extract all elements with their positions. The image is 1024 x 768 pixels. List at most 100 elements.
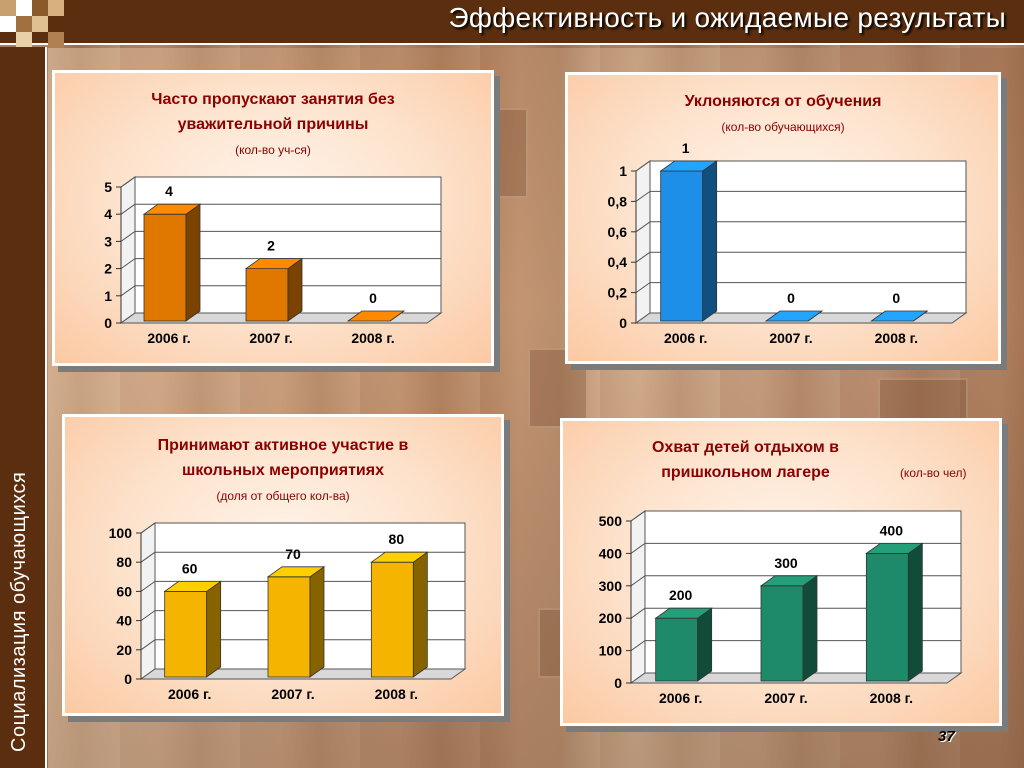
- bar-front: [655, 617, 699, 682]
- x-tick-label: 2007 г.: [769, 330, 812, 346]
- x-tick-label: 2008 г.: [351, 330, 394, 346]
- bar: [764, 310, 824, 322]
- y-tick-label: 1: [104, 288, 112, 304]
- plot-side-wall: [635, 160, 651, 324]
- bar-side: [206, 580, 222, 678]
- gridline: [120, 285, 136, 297]
- gridline: [120, 230, 136, 242]
- bar-front: [370, 561, 414, 678]
- x-tick-label: 2007 г.: [271, 686, 314, 702]
- y-tick-label: 0,2: [608, 285, 628, 301]
- bar-top: [244, 258, 304, 270]
- gridline: [630, 510, 646, 522]
- bar-top: [764, 310, 824, 322]
- bar-front: [245, 268, 289, 322]
- gridline: [120, 176, 136, 188]
- y-tick-label: 300: [599, 578, 623, 594]
- chart-title: Уклоняются от обучения (кол-во обучающих…: [684, 93, 882, 134]
- plot-side-wall: [140, 522, 156, 680]
- bar-top: [370, 551, 429, 563]
- bar-front: [143, 213, 187, 322]
- decorative-squares: [0, 0, 80, 48]
- gridline: [630, 542, 646, 554]
- gridline: [140, 610, 156, 622]
- gridline: [120, 258, 136, 270]
- bar-chart-camp: 0 100 200 300 400 500 200 2006 г. 300 2007 г. 400 2…: [599, 510, 963, 706]
- gridline: [635, 190, 651, 202]
- chart-title: Часто пропускают занятия без уважительно…: [151, 91, 395, 157]
- bar-front: [865, 552, 909, 682]
- side-bar: [0, 47, 47, 768]
- y-tick-label: 0: [614, 675, 622, 691]
- y-tick-label: 1: [619, 163, 627, 179]
- x-tick-label: 2006 г.: [664, 330, 707, 346]
- bar: [659, 160, 718, 322]
- bar-top: [346, 310, 406, 322]
- bar-side: [697, 607, 713, 682]
- bar-top: [759, 575, 819, 587]
- bar-top: [659, 160, 718, 172]
- bar: [654, 607, 713, 682]
- y-tick-label: 0: [124, 671, 132, 687]
- bar-side: [287, 257, 303, 322]
- x-tick-label: 2008 г.: [375, 686, 418, 702]
- bar: [759, 575, 819, 682]
- bar-top: [865, 543, 924, 554]
- bar-top: [654, 607, 713, 619]
- y-tick-label: 5: [104, 179, 112, 195]
- bar-top: [266, 566, 326, 578]
- bar-side: [185, 203, 201, 322]
- y-tick-label: 80: [116, 554, 132, 570]
- bar-top: [163, 580, 222, 592]
- y-tick-label: 3: [104, 233, 112, 249]
- y-tick-label: 40: [116, 613, 132, 629]
- chart-title: Принимают активное участие в школьных ме…: [157, 437, 409, 503]
- data-label: 1: [682, 140, 690, 156]
- gridline: [635, 221, 651, 233]
- gridline: [140, 639, 156, 651]
- bar-side: [907, 542, 923, 682]
- bar: [142, 203, 202, 322]
- data-label: 70: [285, 546, 301, 562]
- data-label: 0: [892, 290, 900, 306]
- data-label: 0: [369, 290, 377, 306]
- x-tick-label: 2008 г.: [870, 690, 913, 706]
- y-tick-label: 0: [104, 315, 112, 331]
- gridline: [630, 640, 646, 652]
- y-tick-label: 0,6: [608, 224, 628, 240]
- x-tick-label: 2008 г.: [875, 330, 918, 346]
- gridline: [635, 282, 651, 294]
- gridline: [630, 575, 646, 587]
- data-label: 2: [267, 238, 275, 254]
- data-label: 80: [389, 531, 405, 547]
- chart-panel-absences: Часто пропускают занятия без уважительно…: [52, 70, 494, 366]
- bar-front: [760, 585, 804, 682]
- bar-chart-absences: 0 1 2 3 4 5 4 2006 г. 2 2007 г. 0 2008 г.: [104, 176, 443, 346]
- x-tick-label: 2006 г.: [168, 686, 211, 702]
- data-label: 4: [165, 183, 173, 199]
- x-tick-label: 2007 г.: [764, 690, 807, 706]
- chart-title: Охват детей отдыхом в пришкольном лагере…: [651, 439, 967, 481]
- side-label: Социализация обучающихся: [8, 471, 30, 752]
- y-tick-label: 20: [116, 642, 132, 658]
- slide-title: Эффективность и ожидаемые результаты: [448, 2, 1006, 33]
- y-tick-label: 200: [599, 610, 623, 626]
- bar: [865, 542, 924, 682]
- y-tick-label: 100: [599, 643, 623, 659]
- bar: [244, 257, 304, 322]
- bar-side: [702, 160, 718, 322]
- bar-side: [309, 566, 325, 678]
- x-tick-label: 2007 г.: [249, 330, 292, 346]
- data-label: 200: [669, 587, 693, 603]
- y-tick-label: 100: [109, 525, 133, 541]
- y-tick-label: 400: [599, 545, 623, 561]
- plot-side-wall: [630, 510, 646, 684]
- gridline: [630, 607, 646, 619]
- gridline: [140, 551, 156, 563]
- data-label: 300: [774, 555, 798, 571]
- bar: [266, 566, 326, 678]
- bar-top: [142, 203, 202, 215]
- bar-side: [412, 551, 428, 678]
- y-tick-label: 0,8: [608, 193, 628, 209]
- plot-side-wall: [120, 176, 136, 324]
